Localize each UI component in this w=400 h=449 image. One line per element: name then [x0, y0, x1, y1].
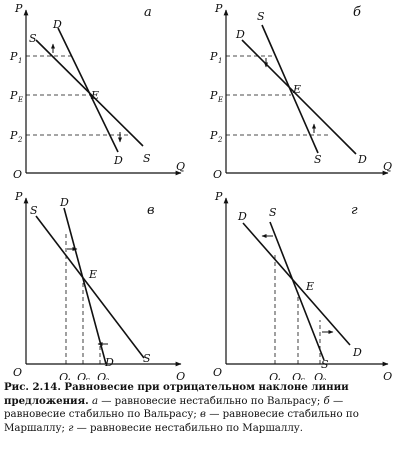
- figure-diagrams: P Q O а S D S D E P 1 P E P 2 P Q: [9, 2, 392, 380]
- supply-line: [35, 215, 145, 359]
- curve-label-d-top: D: [59, 196, 69, 209]
- panel-label: б: [353, 5, 361, 20]
- svg-text:Q: Q: [77, 371, 86, 380]
- curve-label-d-bottom: D: [104, 356, 114, 369]
- svg-text:P: P: [209, 89, 218, 102]
- x-axis-label: Q: [176, 370, 185, 380]
- curve-label-d-bottom: D: [357, 153, 367, 166]
- curve-label-d-bottom: D: [352, 346, 362, 359]
- caption-title: Рис. 2.14. Равновесие при отрицательном …: [4, 381, 349, 407]
- svg-text:2: 2: [17, 136, 23, 144]
- svg-text:Q: Q: [59, 371, 68, 380]
- caption-letter-b: б: [323, 395, 330, 407]
- price-label-pe: P E: [209, 89, 223, 104]
- svg-text:2: 2: [321, 378, 327, 380]
- y-axis-label: P: [214, 190, 223, 203]
- equilibrium-label: E: [305, 280, 314, 293]
- svg-text:E: E: [217, 96, 223, 104]
- svg-text:P: P: [9, 129, 18, 142]
- demand-line: [241, 39, 357, 155]
- equilibrium-label: E: [292, 83, 301, 96]
- svg-text:Q: Q: [97, 371, 106, 380]
- x-axis-label: Q: [176, 160, 185, 173]
- svg-text:1: 1: [18, 57, 22, 65]
- panel-label: а: [144, 5, 152, 20]
- x-axis-label: Q: [383, 370, 392, 380]
- svg-text:Q: Q: [269, 371, 278, 380]
- quantity-label-q2: Q 2: [97, 371, 110, 380]
- svg-text:Q: Q: [292, 371, 301, 380]
- caption-letter-g: г: [68, 422, 74, 434]
- svg-text:1: 1: [218, 57, 222, 65]
- panel-v: P Q O в S D S D E Q 1 Q E Q 2: [13, 190, 185, 380]
- svg-text:2: 2: [104, 378, 110, 380]
- quantity-label-qe: Q E: [77, 371, 90, 380]
- curve-label-d-top: D: [52, 18, 62, 31]
- curve-label-d-top: D: [235, 28, 245, 41]
- curve-label-s-top: S: [30, 204, 38, 217]
- svg-text:P: P: [9, 89, 18, 102]
- y-axis-label: P: [214, 2, 223, 15]
- panel-label: в: [147, 203, 155, 218]
- svg-text:1: 1: [277, 378, 281, 380]
- panel-label: г: [351, 203, 358, 218]
- curve-label-d-top: D: [237, 210, 247, 223]
- origin-label: O: [13, 168, 22, 181]
- curve-label-s-bottom: S: [321, 358, 329, 371]
- demand-line: [242, 222, 351, 346]
- origin-label: O: [213, 366, 222, 379]
- figure-caption: Рис. 2.14. Равновесие при отрицательном …: [4, 381, 396, 435]
- curve-label-s-bottom: S: [143, 152, 151, 165]
- caption-text-a: — равновесие нестабильно по Вальрасу;: [98, 395, 324, 407]
- panel-a: P Q O а S D S D E P 1 P E P 2: [9, 2, 185, 181]
- svg-text:E: E: [299, 378, 305, 380]
- svg-text:P: P: [9, 50, 18, 63]
- curve-label-s-bottom: S: [314, 153, 322, 166]
- curve-label-s-top: S: [29, 32, 37, 45]
- y-axis-label: P: [14, 2, 23, 15]
- quantity-label-qe: Q E: [292, 371, 305, 380]
- svg-text:E: E: [17, 96, 23, 104]
- curve-label-s-top: S: [269, 206, 277, 219]
- equilibrium-label: E: [88, 268, 97, 281]
- caption-text-v: — равновесие стабильно по Маршаллу;: [4, 409, 359, 434]
- caption-letter-v: в: [200, 409, 206, 420]
- panel-g: P Q O г S D S D E Q 1 Q E Q 2: [213, 190, 392, 380]
- equilibrium-label: E: [90, 89, 99, 102]
- origin-label: O: [13, 366, 22, 379]
- caption-letter-a: а: [91, 395, 99, 407]
- curve-label-d-bottom: D: [113, 154, 123, 167]
- price-label-p2: P 2: [209, 129, 223, 144]
- supply-line: [269, 221, 325, 361]
- svg-text:1: 1: [67, 378, 71, 380]
- curve-label-s-bottom: S: [143, 352, 151, 365]
- svg-text:2: 2: [217, 136, 223, 144]
- quantity-label-q1: Q 1: [269, 371, 281, 380]
- price-label-pe: P E: [9, 89, 23, 104]
- quantity-label-q2: Q 2: [314, 371, 327, 380]
- curve-label-s-top: S: [257, 10, 265, 23]
- origin-label: O: [213, 168, 222, 181]
- price-label-p1: P 1: [9, 50, 22, 65]
- svg-text:P: P: [209, 50, 218, 63]
- panel-b: P Q O б S D S D E P 1 P E P 2: [209, 2, 392, 181]
- demand-line: [57, 27, 119, 153]
- svg-text:Q: Q: [314, 371, 323, 380]
- y-axis-label: P: [14, 190, 23, 203]
- price-label-p1: P 1: [209, 50, 222, 65]
- demand-line: [63, 207, 107, 365]
- price-label-p2: P 2: [9, 129, 23, 144]
- svg-text:P: P: [209, 129, 218, 142]
- caption-text-g: — равновесие нестабильно по Маршаллу.: [73, 422, 304, 434]
- quantity-label-q1: Q 1: [59, 371, 71, 380]
- svg-text:E: E: [84, 378, 90, 380]
- caption-text-b: — равновесие стабильно по Вальрасу;: [4, 395, 344, 421]
- x-axis-label: Q: [383, 160, 392, 173]
